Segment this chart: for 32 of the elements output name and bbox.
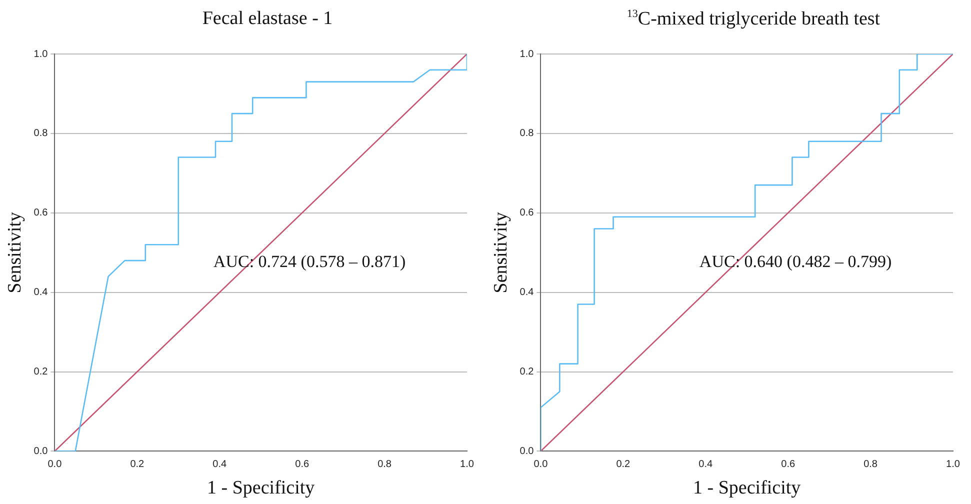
annotation: AUC: 0.640 (0.482 – 0.799) (699, 252, 892, 271)
y-tick-label: 0.6 (34, 208, 48, 219)
y-tick-label: 0.8 (34, 128, 48, 140)
y-tick-label: 0.2 (520, 366, 534, 378)
x-tick-label: 0.2 (616, 458, 631, 470)
x-tick-label: 0.4 (698, 458, 714, 470)
y-tick-label: 0.8 (520, 128, 534, 140)
y-tick-label: 1.0 (34, 48, 48, 60)
x-tick-label: 0.6 (295, 458, 310, 470)
y-axis-title: Sensitivity (4, 211, 26, 294)
y-tick-label: 0.6 (520, 208, 534, 219)
x-tick-label: 0.8 (864, 458, 878, 470)
y-tick-label: 0.2 (34, 366, 48, 378)
y-tick-label: 0.4 (520, 287, 534, 298)
x-tick-label: 0.2 (130, 458, 145, 470)
chart-title: $^{13}$C-mixed triglyceride breath test (626, 8, 882, 30)
x-tick-label: 0.0 (534, 458, 548, 470)
y-tick-label: 0.4 (34, 287, 48, 298)
x-tick-label: 0.6 (781, 458, 796, 470)
y-axis-title: Sensitivity (490, 211, 512, 294)
x-axis-title: 1 - Specificity (693, 478, 802, 499)
y-tick-label: 1.0 (520, 48, 534, 60)
x-tick-label: 0.8 (378, 458, 392, 470)
y-tick-label: 0.0 (520, 446, 534, 457)
x-tick-label: 0.0 (48, 458, 62, 470)
x-tick-label: 0.4 (212, 458, 228, 470)
x-axis-title: 1 - Specificity (207, 478, 316, 499)
annotation: AUC: 0.724 (0.578 – 0.871) (213, 252, 406, 271)
x-tick-label: 1.0 (946, 458, 960, 470)
chart-title: Fecal elastase - 1 (201, 8, 334, 30)
y-tick-label: 0.0 (34, 446, 48, 457)
x-tick-label: 1.0 (460, 458, 474, 470)
